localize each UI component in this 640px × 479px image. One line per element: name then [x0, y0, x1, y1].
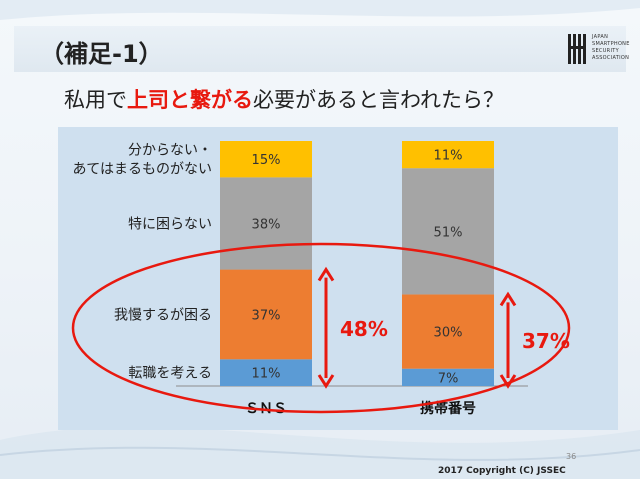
copyright: 2017 Copyright (C) JSSEC [438, 466, 566, 476]
annotation-label: 48% [340, 317, 388, 341]
category-label: 転職を考える [128, 366, 212, 382]
logo-text: JAPAN SMARTPHONE SECURITY ASSOCIATION [592, 34, 630, 62]
header-bar: （補足-1） JAPAN SMARTPHONE SECURITY ASSOCIA… [14, 26, 629, 72]
logo-mark-icon [568, 34, 586, 64]
subtitle-after: 必要があると言われたら？ [253, 88, 504, 112]
slide-title: （補足-1） [40, 40, 163, 68]
page-number: 36 [566, 452, 577, 461]
data-label: 15% [252, 153, 281, 168]
arrow-down-icon [317, 374, 335, 389]
category-label: 我慢するが困る [114, 306, 212, 323]
bar-segment [402, 168, 494, 295]
stacked-bar-chart: 11%37%38%15%ＳＮＳ7%30%51%11%携帯番号転職を考える我慢する… [71, 141, 571, 417]
subtitle-before: 私用で [64, 88, 127, 112]
category-label: 特に困らない [128, 216, 212, 232]
category-label: あてはまるものがない [73, 162, 212, 178]
bar-segment [220, 269, 312, 360]
jssec-logo: JAPAN SMARTPHONE SECURITY ASSOCIATION [568, 32, 629, 66]
highlight-ellipse [71, 242, 571, 414]
data-label: 7% [438, 371, 459, 386]
bar-segment [220, 359, 312, 386]
data-label: 11% [434, 149, 463, 164]
bar-segment [402, 141, 494, 169]
arrow-up-icon [499, 291, 517, 307]
category-label: 分からない・ [128, 143, 212, 159]
bar-segment [220, 141, 312, 178]
bar-segment [402, 368, 494, 386]
arrow-up-icon [317, 266, 335, 282]
logo-line: SECURITY [592, 48, 619, 54]
data-label: 37% [252, 308, 281, 323]
data-label: 30% [434, 326, 463, 341]
bar-segment [220, 177, 312, 270]
logo-line: JAPAN [592, 34, 609, 40]
logo-line: SMARTPHONE [592, 41, 630, 47]
subtitle-emphasis: 上司と繋がる [127, 88, 253, 112]
arrow-down-icon [499, 374, 517, 389]
data-label: 38% [252, 217, 281, 232]
chart-panel: 11% 37% 38% 15% ＳＮＳ 7% 30% 51% 11% 携帯番号 転職を考える 我慢する… [58, 127, 618, 430]
slide-subtitle: 私用で上司と繋がる必要があると言われたら？ [64, 84, 504, 114]
annotation-label: 37% [522, 329, 570, 353]
x-tick-label: 携帯番号 [420, 400, 476, 417]
data-label: 51% [434, 225, 463, 240]
data-label: 11% [252, 367, 281, 382]
bar-segment [402, 294, 494, 369]
logo-line: ASSOCIATION [592, 55, 630, 61]
